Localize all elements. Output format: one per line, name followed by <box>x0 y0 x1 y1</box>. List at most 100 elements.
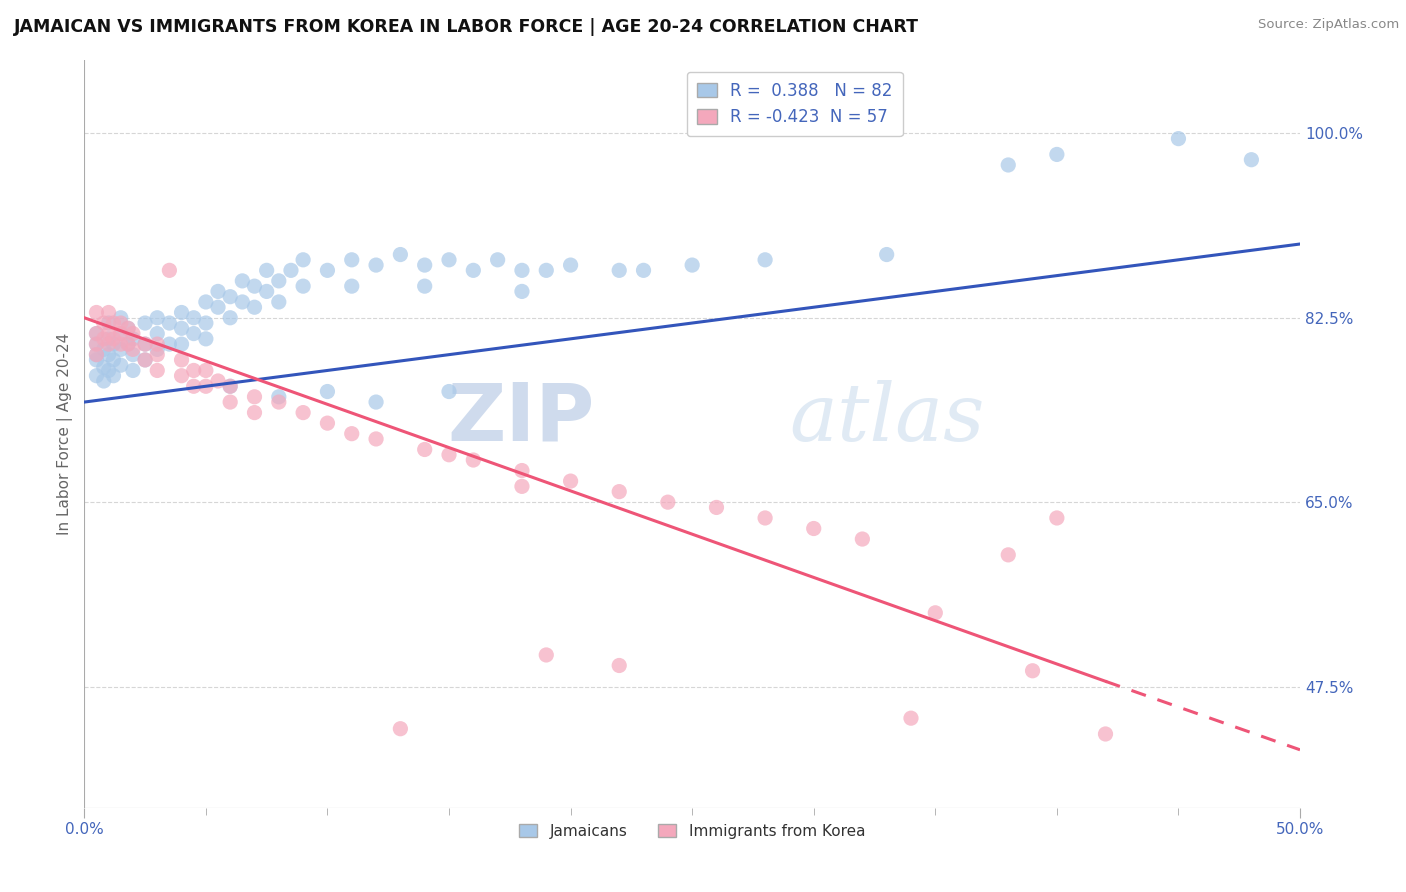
Point <box>86 337 108 351</box>
Point <box>134 337 156 351</box>
Text: Source: ZipAtlas.com: Source: ZipAtlas.com <box>1258 18 1399 31</box>
Point <box>267 390 290 404</box>
Point <box>389 247 412 261</box>
Point <box>413 442 436 457</box>
Point <box>86 305 108 319</box>
Point <box>754 511 776 525</box>
Point <box>657 495 679 509</box>
Point <box>97 305 120 319</box>
Point <box>122 326 145 341</box>
Point <box>110 316 132 330</box>
Point <box>316 263 339 277</box>
Point <box>86 326 108 341</box>
Point <box>413 258 436 272</box>
Point <box>183 326 205 341</box>
Point <box>97 337 120 351</box>
Point <box>340 426 363 441</box>
Point <box>256 285 278 299</box>
Point <box>194 332 217 346</box>
Point <box>997 548 1019 562</box>
Point <box>103 368 125 383</box>
Point <box>231 295 253 310</box>
Point <box>560 474 582 488</box>
Point <box>183 379 205 393</box>
Point <box>146 310 169 325</box>
Point <box>110 326 132 341</box>
Text: atlas: atlas <box>789 380 984 458</box>
Point <box>170 321 193 335</box>
Point <box>97 348 120 362</box>
Point <box>267 395 290 409</box>
Point <box>134 337 156 351</box>
Point <box>219 379 242 393</box>
Point <box>97 363 120 377</box>
Point <box>134 352 156 367</box>
Point <box>146 326 169 341</box>
Point <box>117 337 139 351</box>
Point <box>86 368 108 383</box>
Point <box>122 363 145 377</box>
Point <box>607 658 630 673</box>
Point <box>997 158 1019 172</box>
Point <box>267 295 290 310</box>
Point <box>93 332 115 346</box>
Point <box>510 263 533 277</box>
Point <box>340 252 363 267</box>
Point <box>86 348 108 362</box>
Point <box>364 432 387 446</box>
Point <box>157 263 180 277</box>
Point <box>486 252 509 267</box>
Point <box>536 648 558 662</box>
Point <box>110 337 132 351</box>
Point <box>93 343 115 357</box>
Point <box>183 363 205 377</box>
Point <box>103 316 125 330</box>
Point <box>510 285 533 299</box>
Legend: Jamaicans, Immigrants from Korea: Jamaicans, Immigrants from Korea <box>513 818 872 845</box>
Point <box>219 395 242 409</box>
Point <box>1094 727 1116 741</box>
Point <box>607 263 630 277</box>
Point <box>754 252 776 267</box>
Point <box>117 337 139 351</box>
Point <box>146 343 169 357</box>
Point <box>122 332 145 346</box>
Point <box>146 337 169 351</box>
Point <box>364 395 387 409</box>
Point <box>110 358 132 372</box>
Point <box>1046 147 1069 161</box>
Point <box>256 263 278 277</box>
Point <box>243 300 266 314</box>
Point <box>633 263 655 277</box>
Point <box>103 332 125 346</box>
Point <box>86 352 108 367</box>
Point <box>607 484 630 499</box>
Point <box>463 263 485 277</box>
Point <box>146 363 169 377</box>
Point <box>851 532 873 546</box>
Point <box>413 279 436 293</box>
Point <box>194 316 217 330</box>
Point <box>110 326 132 341</box>
Point <box>560 258 582 272</box>
Point <box>681 258 703 272</box>
Point <box>280 263 302 277</box>
Point <box>103 337 125 351</box>
Point <box>267 274 290 288</box>
Point <box>292 406 315 420</box>
Text: JAMAICAN VS IMMIGRANTS FROM KOREA IN LABOR FORCE | AGE 20-24 CORRELATION CHART: JAMAICAN VS IMMIGRANTS FROM KOREA IN LAB… <box>14 18 920 36</box>
Point <box>219 310 242 325</box>
Point <box>93 360 115 375</box>
Point <box>340 279 363 293</box>
Point <box>170 352 193 367</box>
Point <box>170 305 193 319</box>
Point <box>97 326 120 341</box>
Point <box>146 348 169 362</box>
Point <box>207 374 229 388</box>
Point <box>437 252 460 267</box>
Y-axis label: In Labor Force | Age 20-24: In Labor Force | Age 20-24 <box>58 333 73 535</box>
Point <box>117 321 139 335</box>
Point <box>207 285 229 299</box>
Point <box>93 316 115 330</box>
Point <box>86 348 108 362</box>
